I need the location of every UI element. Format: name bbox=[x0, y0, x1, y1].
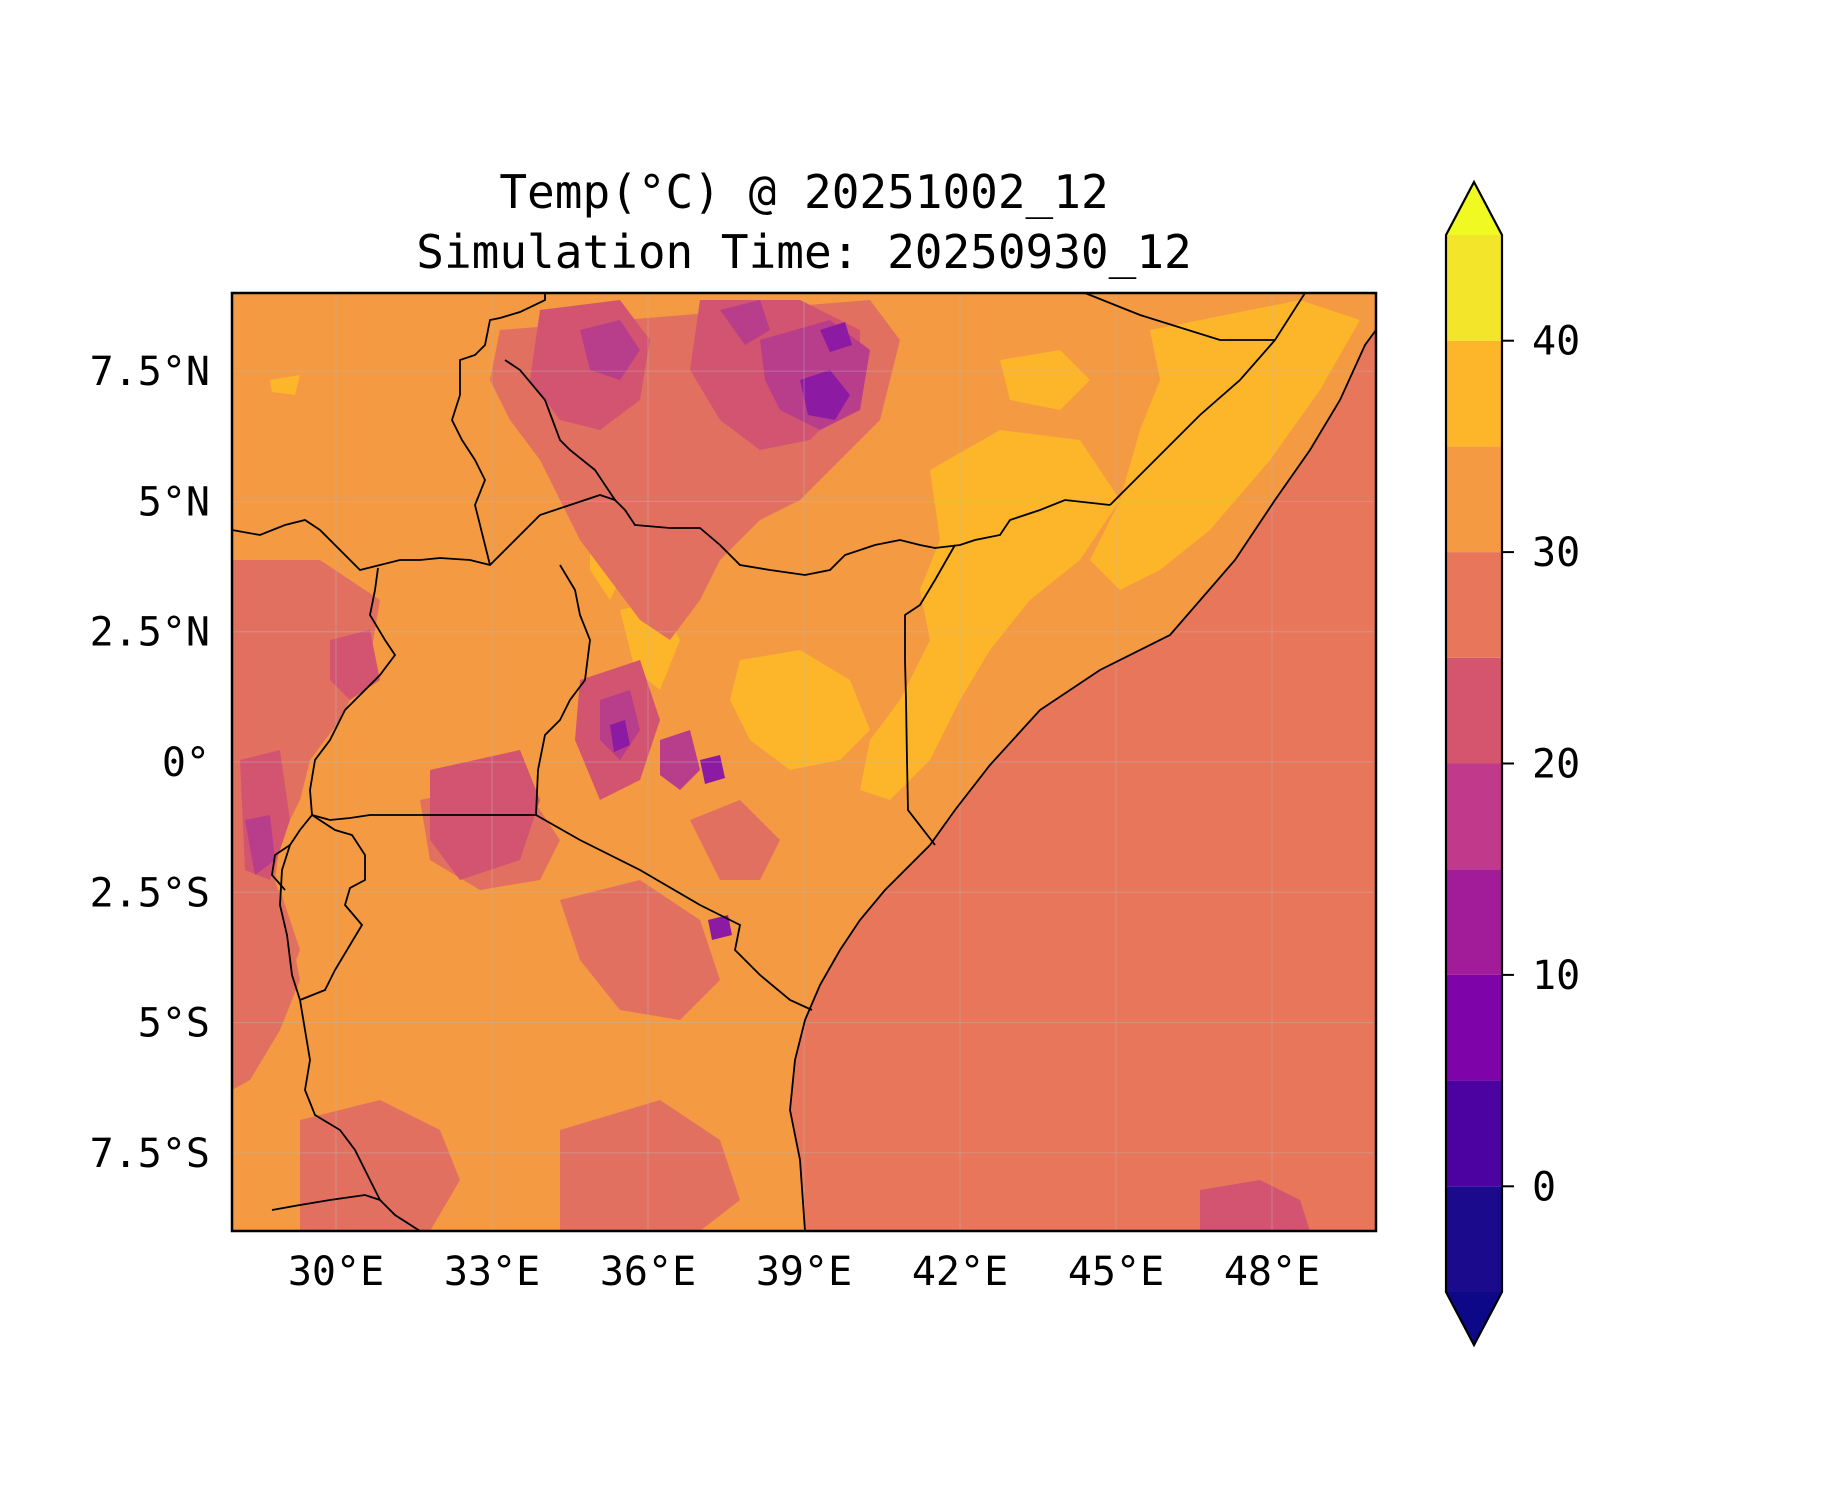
colorbar-segment bbox=[1446, 552, 1502, 658]
colorbar-segment bbox=[1446, 1186, 1502, 1292]
lon-tick-label: 48°E bbox=[1224, 1249, 1320, 1295]
lon-tick-label: 45°E bbox=[1068, 1249, 1164, 1295]
title-line-2: Simulation Time: 20250930_12 bbox=[416, 225, 1191, 279]
colorbar: 0 10 20 30 40 bbox=[1444, 179, 1580, 1348]
latitude-axis: 7.5°N 5°N 2.5°N 0° 2.5°S 5°S 7.5°S bbox=[90, 349, 210, 1177]
lon-tick-label: 42°E bbox=[912, 1249, 1008, 1295]
title-line-1: Temp(°C) @ 20251002_12 bbox=[499, 165, 1108, 219]
country-borders bbox=[232, 293, 1376, 1231]
colorbar-tick-label: 40 bbox=[1532, 319, 1580, 365]
warm-regions bbox=[270, 300, 1360, 800]
colorbar-segment bbox=[1446, 763, 1502, 870]
colorbar-tick-label: 20 bbox=[1532, 742, 1580, 788]
colorbar-segment bbox=[1446, 974, 1502, 1081]
colorbar-outline bbox=[1444, 179, 1504, 1348]
colorbar-tick-label: 0 bbox=[1532, 1164, 1556, 1210]
lat-tick-label: 7.5°S bbox=[90, 1131, 210, 1177]
lat-tick-label: 5°N bbox=[138, 479, 210, 525]
colorbar-segment bbox=[1446, 869, 1502, 975]
lon-tick-label: 30°E bbox=[288, 1249, 384, 1295]
lat-tick-label: 2.5°S bbox=[90, 870, 210, 916]
lon-tick-label: 39°E bbox=[756, 1249, 852, 1295]
lat-tick-label: 2.5°N bbox=[90, 610, 210, 656]
map-panel: 30°E 33°E 36°E 39°E 42°E 45°E 48°E 7.5°N 5°N 2.5… bbox=[90, 291, 1378, 1295]
map-frame bbox=[230, 291, 1378, 1233]
lat-tick-label: 0° bbox=[162, 740, 210, 786]
colorbar-segment bbox=[1446, 340, 1502, 447]
lat-tick-label: 7.5°N bbox=[90, 349, 210, 395]
gridlines bbox=[232, 293, 1376, 1231]
colorbar-extend-min bbox=[1446, 1292, 1502, 1345]
colorbar-tick-label: 10 bbox=[1532, 953, 1580, 999]
colorbar-segment bbox=[1446, 446, 1502, 553]
highland-regions bbox=[610, 322, 852, 940]
colorbar-tick-label: 30 bbox=[1532, 530, 1580, 576]
longitude-axis: 30°E 33°E 36°E 39°E 42°E 45°E 48°E bbox=[288, 1249, 1320, 1295]
colorbar-extend-max bbox=[1446, 182, 1502, 235]
colorbar-segment bbox=[1446, 1080, 1502, 1187]
colorbar-segment bbox=[1446, 235, 1502, 341]
lon-tick-label: 36°E bbox=[600, 1249, 696, 1295]
lon-tick-label: 33°E bbox=[444, 1249, 540, 1295]
colorbar-segment bbox=[1446, 657, 1502, 764]
lat-tick-label: 5°S bbox=[138, 1001, 210, 1047]
